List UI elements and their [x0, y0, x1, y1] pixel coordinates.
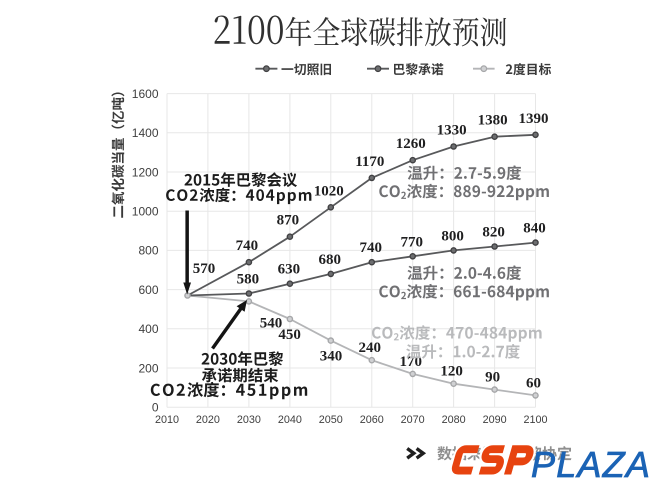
svg-text:630: 630 — [278, 262, 301, 278]
svg-text:740: 740 — [236, 238, 259, 254]
svg-text:740: 740 — [360, 240, 383, 256]
svg-text:2060: 2060 — [360, 414, 384, 426]
svg-text:2010: 2010 — [155, 414, 179, 426]
svg-text:770: 770 — [400, 234, 423, 250]
svg-text:800: 800 — [138, 244, 158, 258]
svg-text:120: 120 — [440, 364, 463, 380]
svg-text:340: 340 — [320, 349, 343, 365]
svg-text:0: 0 — [152, 401, 159, 415]
svg-text:1390: 1390 — [519, 111, 549, 127]
svg-text:2030: 2030 — [237, 414, 261, 426]
svg-text:2040: 2040 — [278, 414, 302, 426]
svg-text:870: 870 — [277, 213, 300, 229]
svg-text:PLAZA: PLAZA — [531, 444, 650, 485]
svg-text:570: 570 — [193, 261, 216, 277]
svg-text:240: 240 — [359, 340, 382, 356]
svg-text:1000: 1000 — [132, 205, 159, 219]
svg-text:1170: 1170 — [355, 154, 384, 170]
svg-text:580: 580 — [237, 272, 260, 288]
svg-text:2090: 2090 — [483, 414, 507, 426]
svg-text:1330: 1330 — [437, 123, 467, 139]
svg-text:680: 680 — [319, 252, 342, 268]
svg-text:2020: 2020 — [196, 414, 220, 426]
svg-text:2050: 2050 — [319, 414, 343, 426]
svg-text:2100: 2100 — [523, 414, 547, 426]
svg-text:60: 60 — [526, 375, 541, 391]
svg-text:1200: 1200 — [132, 165, 159, 179]
svg-text:400: 400 — [138, 322, 158, 336]
svg-text:820: 820 — [482, 225, 505, 241]
svg-text:1380: 1380 — [478, 113, 508, 129]
svg-text:2080: 2080 — [442, 414, 466, 426]
svg-text:1600: 1600 — [132, 87, 159, 101]
svg-text:200: 200 — [138, 361, 158, 375]
svg-text:540: 540 — [260, 316, 283, 332]
svg-text:1020: 1020 — [314, 183, 344, 199]
svg-text:1260: 1260 — [396, 136, 426, 152]
svg-text:450: 450 — [278, 327, 301, 343]
svg-text:2070: 2070 — [401, 414, 425, 426]
svg-text:600: 600 — [138, 283, 158, 297]
svg-text:1400: 1400 — [132, 126, 159, 140]
svg-text:840: 840 — [523, 221, 546, 237]
svg-text:800: 800 — [441, 228, 464, 244]
svg-text:90: 90 — [485, 370, 500, 386]
